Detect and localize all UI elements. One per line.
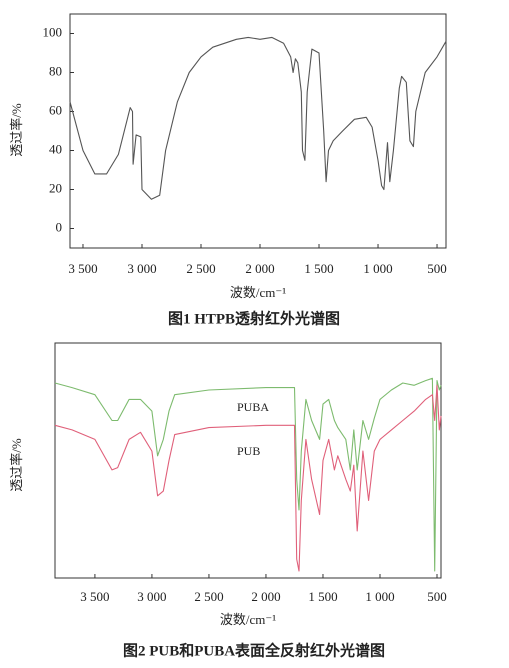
x-tick-label: 2 000 [245, 261, 274, 276]
caption: 图1 HTPB透射红外光谱图 [168, 309, 340, 327]
series-label: PUB [237, 444, 260, 458]
x-axis-label: 波数/cm⁻¹ [220, 612, 276, 627]
x-tick-label: 3 000 [127, 261, 156, 276]
x-tick-label: 3 500 [68, 261, 97, 276]
y-axis-label: 透过率/% [9, 438, 24, 492]
y-tick-label: 80 [49, 63, 62, 78]
x-tick-label: 3 500 [80, 589, 109, 604]
x-tick-label: 500 [427, 589, 447, 604]
plot-frame [54, 342, 442, 579]
x-tick-label: 3 000 [137, 589, 166, 604]
y-tick-label: 60 [49, 102, 62, 117]
y-tick-label: 0 [56, 219, 63, 234]
y-tick-label: 100 [43, 24, 63, 39]
y-axis-label: 透过率/% [9, 103, 24, 157]
spectrum-line [54, 377, 442, 572]
x-axis-label: 波数/cm⁻¹ [230, 285, 286, 300]
x-tick-label: 2 000 [251, 589, 280, 604]
x-tick-label: 2 500 [194, 589, 223, 604]
spectrum-line [54, 384, 442, 572]
y-tick-label: 20 [49, 180, 62, 195]
x-tick-label: 2 500 [186, 261, 215, 276]
spectrum-line [69, 36, 447, 200]
x-tick-label: 1 500 [304, 261, 333, 276]
x-tick-label: 1 500 [308, 589, 337, 604]
x-tick-label: 500 [427, 261, 447, 276]
series-label: PUBA [237, 400, 269, 414]
plot-frame [69, 13, 447, 249]
x-tick-label: 1 000 [365, 589, 394, 604]
x-tick-label: 1 000 [363, 261, 392, 276]
y-tick-label: 40 [49, 141, 62, 156]
caption: 图2 PUB和PUBA表面全反射红外光谱图 [123, 641, 385, 659]
